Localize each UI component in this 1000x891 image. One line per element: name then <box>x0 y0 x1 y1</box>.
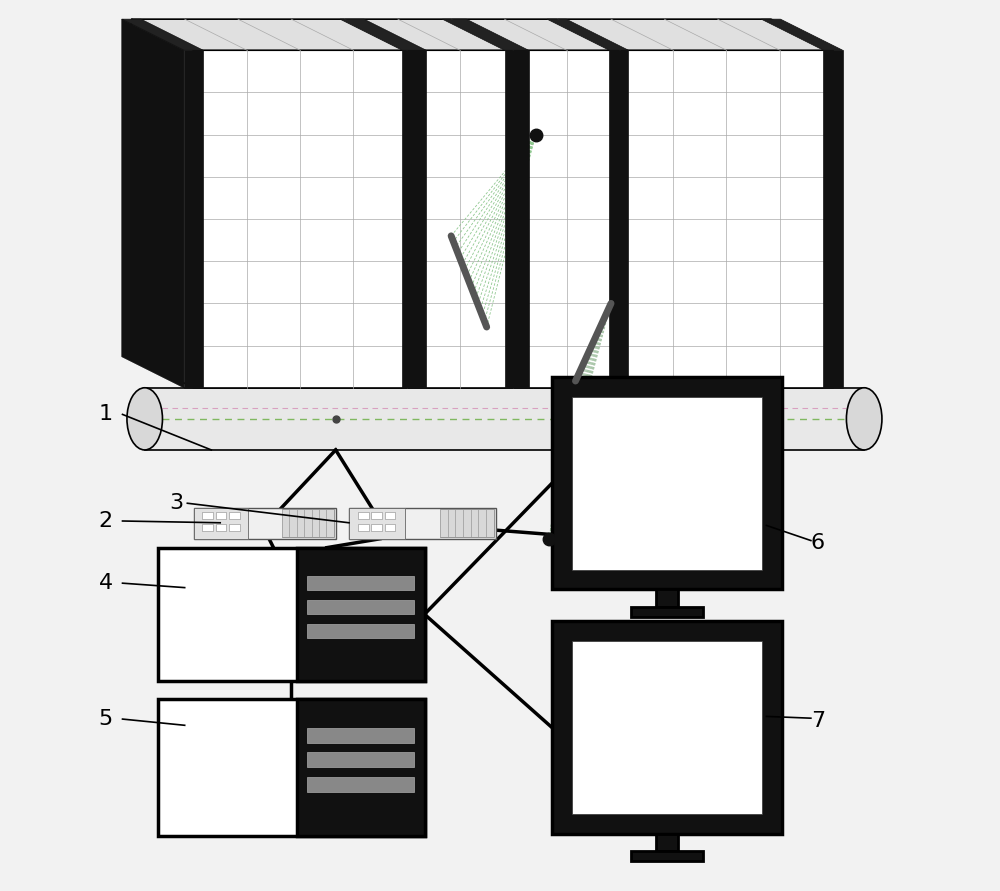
Bar <box>194 508 248 539</box>
Bar <box>158 699 425 837</box>
Bar <box>552 621 782 834</box>
Bar <box>572 641 762 814</box>
Bar <box>572 396 762 570</box>
Bar <box>358 524 369 531</box>
Bar <box>229 511 240 519</box>
Polygon shape <box>194 50 833 388</box>
Polygon shape <box>184 50 203 388</box>
Bar <box>307 777 414 792</box>
Polygon shape <box>609 50 628 388</box>
Text: 6: 6 <box>811 533 825 553</box>
Ellipse shape <box>127 388 162 450</box>
Polygon shape <box>442 19 529 50</box>
Bar <box>385 524 395 531</box>
Bar <box>282 510 334 537</box>
Text: 7: 7 <box>811 711 825 731</box>
Polygon shape <box>823 50 843 388</box>
Bar <box>349 508 496 539</box>
Polygon shape <box>145 388 864 450</box>
Bar <box>297 548 425 681</box>
Polygon shape <box>122 19 203 50</box>
Bar <box>349 508 405 539</box>
Bar <box>440 510 494 537</box>
Polygon shape <box>547 19 628 50</box>
Bar <box>371 511 382 519</box>
Bar <box>194 508 336 539</box>
Polygon shape <box>131 19 833 50</box>
Bar <box>158 548 425 681</box>
Bar <box>216 524 226 531</box>
Bar <box>307 624 414 638</box>
Bar <box>202 511 213 519</box>
Bar <box>216 511 226 519</box>
Ellipse shape <box>846 388 882 450</box>
Polygon shape <box>505 50 529 388</box>
Bar <box>307 728 414 743</box>
Bar <box>297 699 425 837</box>
Bar <box>202 524 213 531</box>
Polygon shape <box>131 19 194 388</box>
Text: 3: 3 <box>170 494 184 513</box>
Polygon shape <box>340 19 426 50</box>
Bar <box>656 834 678 851</box>
Bar <box>307 600 414 614</box>
Polygon shape <box>122 19 184 388</box>
Polygon shape <box>761 19 843 50</box>
Text: 4: 4 <box>99 573 113 593</box>
Bar <box>385 511 395 519</box>
Bar <box>631 607 703 617</box>
Bar <box>552 377 782 589</box>
Bar <box>656 589 678 607</box>
Bar <box>229 524 240 531</box>
Bar <box>371 524 382 531</box>
Bar <box>307 752 414 767</box>
Bar <box>631 851 703 862</box>
Text: 2: 2 <box>99 511 113 531</box>
Bar <box>307 576 414 590</box>
Bar <box>358 511 369 519</box>
Text: 5: 5 <box>99 709 113 729</box>
Text: 1: 1 <box>99 405 113 424</box>
Polygon shape <box>402 50 426 388</box>
